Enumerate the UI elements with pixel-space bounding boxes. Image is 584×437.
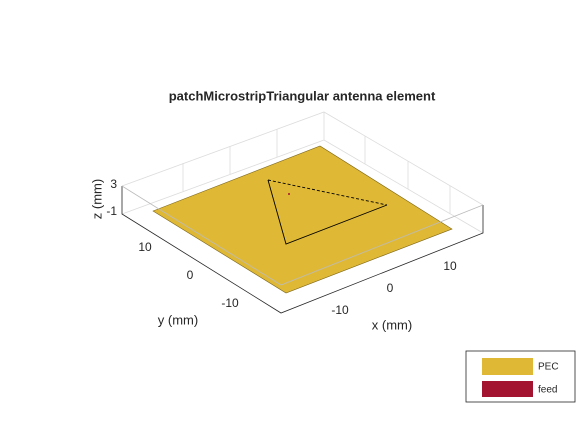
- back-bottom-right: [323, 139, 484, 234]
- x-tick-label: 0: [387, 281, 394, 295]
- y-tick-label: 0: [187, 268, 194, 282]
- y-tick-label: 10: [138, 240, 152, 254]
- top-front-left: [121, 185, 282, 286]
- legend-label: feed: [538, 385, 557, 396]
- top-front-right: [280, 204, 484, 286]
- z-tick-label: -1: [106, 204, 117, 218]
- front-edges: [121, 186, 484, 314]
- feed-point: [288, 193, 290, 195]
- triangle-edge-dashed: [267, 179, 388, 206]
- z-tick-label: 3: [110, 177, 117, 191]
- x-tick-label: 10: [443, 259, 457, 273]
- x-axis-label: x (mm): [372, 317, 412, 332]
- x-tick-label: -10: [331, 303, 349, 317]
- axes-box: [121, 185, 484, 314]
- title: patchMicrostripTriangular antenna elemen…: [169, 88, 436, 103]
- triangle-patch: [267, 179, 388, 245]
- legend-swatch: [482, 381, 533, 397]
- legend-swatch: [482, 358, 533, 375]
- back-grid: [121, 111, 484, 234]
- z-axis-label: z (mm): [89, 179, 104, 219]
- legend-label: PEC: [538, 362, 559, 373]
- y-axis-label: y (mm): [158, 312, 198, 327]
- ground-plane: [152, 145, 453, 294]
- y-tick-label: -10: [221, 296, 239, 310]
- back-bottom-left: [121, 139, 325, 215]
- legend: PEC feed: [465, 350, 576, 403]
